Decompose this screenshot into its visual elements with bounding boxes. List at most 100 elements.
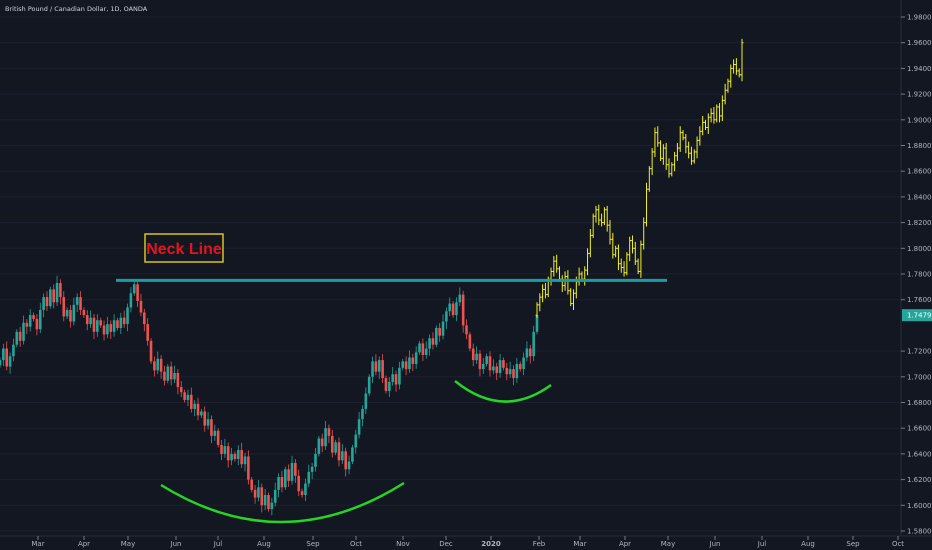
candle-body [465,325,468,335]
candle-body [317,438,321,454]
chart-title: British Pound / Canadian Dollar, 1D, OAN… [5,5,148,13]
candle-body [414,352,418,364]
time-tick-label: May [121,540,135,548]
price-tick-label: 1.72000 [907,348,932,356]
candle-body [522,357,525,370]
candle-body [418,343,421,353]
candle-body [435,327,438,345]
time-tick-label: Sep [306,540,320,548]
candle-body [307,471,311,484]
time-tick-label: Jun [170,540,182,548]
candle-body [438,327,441,336]
last-price-badge [902,309,932,322]
candle-body [394,374,398,385]
candle-body [267,495,270,510]
candle-body [169,366,173,380]
candle-body [320,438,324,447]
candle-body [253,489,257,498]
candle-body [367,376,371,394]
candle-body [69,309,72,322]
candle-body [223,446,227,454]
candle-body [257,487,260,498]
candle-body [431,338,435,345]
candle-body [179,387,183,393]
time-tick-label: Feb [533,540,546,548]
candle-body [226,446,230,461]
candle-body [354,434,358,448]
candle-body [458,294,462,303]
price-tick-label: 1.98000 [907,14,932,22]
candle-body [404,361,408,370]
candle-body [270,502,274,510]
price-tick-label: 1.94000 [907,65,932,73]
time-tick-label: Jul [757,540,767,548]
candle-body [42,297,45,310]
candle-body [72,304,76,322]
candle-body [109,324,113,332]
candle-body [488,356,492,371]
candle-body [525,348,529,358]
candle-body [528,348,532,357]
price-tick-label: 1.66000 [907,425,932,433]
candle-body [471,348,475,361]
candle-body [512,369,515,379]
candle-body [65,309,69,317]
candle-body [408,357,411,370]
candle-body [15,331,19,345]
candle-body [451,303,455,316]
price-tick-label: 1.84000 [907,193,932,201]
candle-body [448,303,452,312]
candle-body [213,430,217,436]
price-tick-label: 1.62000 [907,476,932,484]
candle-body [183,392,186,400]
candle-body [106,324,109,335]
candle-body [327,428,331,436]
candle-body [388,381,391,391]
candle-body [119,317,123,328]
candle-body [314,453,317,467]
candle-body [203,411,207,426]
candle-body [143,312,146,325]
candle-body [498,360,502,373]
candle-body [102,325,106,335]
time-tick-label: Jun [709,540,721,548]
candle-body [374,361,378,372]
candle-body [216,430,220,445]
neck-line-label-box [144,233,224,263]
candle-body [508,369,512,375]
candle-body [32,315,35,319]
candle-body [240,450,243,465]
candle-body [206,419,210,426]
candle-body [502,360,505,368]
candle-body [163,371,166,381]
price-tick-label: 1.70000 [907,373,932,381]
candle-body [79,297,82,310]
time-tick-label: Oct [892,540,904,548]
price-tick-label: 1.58000 [907,528,932,536]
candle-body [122,317,126,325]
candle-body [300,491,304,496]
candle-body [344,451,347,470]
time-tick-label: Aug [801,540,815,548]
candle-body [324,428,327,447]
candle-body [532,331,535,357]
candle-body [45,297,49,307]
time-tick-label: Nov [396,540,410,548]
price-tick-label: 1.90000 [907,116,932,124]
candle-body [112,320,116,332]
candle-body [5,348,9,367]
candle-body [280,477,284,488]
candle-body [337,442,341,461]
candle-body [515,363,519,379]
candle-body [250,479,254,490]
candle-body [287,469,290,481]
time-tick-label: Mar [31,540,44,548]
price-tick-label: 1.78000 [907,271,932,279]
candle-body [398,367,401,385]
time-tick-label: Oct [350,540,362,548]
candle-body [116,320,119,328]
candle-body [330,435,334,453]
candle-body [377,360,381,372]
